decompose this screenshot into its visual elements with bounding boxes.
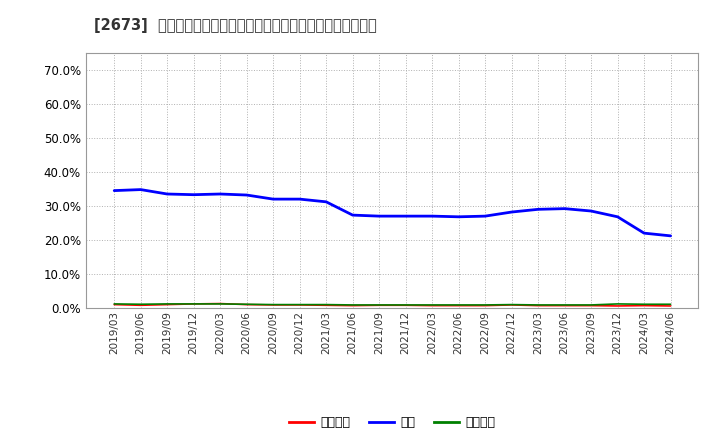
買入債務 <box>163 301 171 307</box>
買入債務 <box>613 301 622 307</box>
買入債務 <box>295 302 304 307</box>
買入債務 <box>560 302 569 308</box>
Line: 売上債権: 売上債権 <box>114 304 670 306</box>
売上債権 <box>322 303 330 308</box>
在庫 <box>136 187 145 192</box>
在庫 <box>295 197 304 202</box>
売上債権 <box>136 303 145 308</box>
Line: 買入債務: 買入債務 <box>114 304 670 305</box>
在庫 <box>375 213 384 219</box>
売上債権 <box>481 303 490 308</box>
買入債務 <box>454 302 463 308</box>
買入債務 <box>136 301 145 307</box>
売上債権 <box>428 303 436 308</box>
在庫 <box>189 192 198 197</box>
在庫 <box>613 214 622 220</box>
買入債務 <box>348 302 357 308</box>
Legend: 売上債権, 在庫, 買入債務: 売上債権, 在庫, 買入債務 <box>284 411 500 434</box>
売上債権 <box>110 302 119 307</box>
売上債権 <box>560 303 569 308</box>
在庫 <box>481 213 490 219</box>
在庫 <box>348 213 357 218</box>
売上債権 <box>375 303 384 308</box>
売上債権 <box>243 302 251 307</box>
在庫 <box>401 213 410 219</box>
買入債務 <box>375 302 384 308</box>
在庫 <box>216 191 225 197</box>
在庫 <box>243 192 251 198</box>
在庫 <box>666 233 675 238</box>
買入債務 <box>189 301 198 307</box>
在庫 <box>322 199 330 205</box>
売上債権 <box>401 303 410 308</box>
売上債権 <box>295 302 304 308</box>
買入債務 <box>481 302 490 308</box>
在庫 <box>110 188 119 193</box>
売上債権 <box>508 302 516 308</box>
売上債権 <box>189 301 198 307</box>
売上債権 <box>666 303 675 308</box>
在庫 <box>640 231 649 236</box>
売上債権 <box>348 303 357 308</box>
売上債権 <box>454 303 463 308</box>
売上債権 <box>587 303 595 308</box>
買入債務 <box>587 302 595 308</box>
売上債権 <box>640 303 649 308</box>
買入債務 <box>534 302 542 308</box>
在庫 <box>428 213 436 219</box>
在庫 <box>587 209 595 214</box>
Line: 在庫: 在庫 <box>114 190 670 236</box>
売上債権 <box>613 303 622 308</box>
在庫 <box>534 207 542 212</box>
売上債権 <box>269 302 277 308</box>
在庫 <box>269 197 277 202</box>
買入債務 <box>322 302 330 307</box>
在庫 <box>454 214 463 220</box>
売上債権 <box>163 302 171 307</box>
買入債務 <box>110 301 119 307</box>
在庫 <box>560 206 569 211</box>
買入債務 <box>269 302 277 307</box>
売上債権 <box>216 301 225 306</box>
Text: [2673]  売上債権、在庫、買入債務の総資産に対する比率の推移: [2673] 売上債権、在庫、買入債務の総資産に対する比率の推移 <box>94 18 377 33</box>
買入債務 <box>428 302 436 308</box>
買入債務 <box>640 301 649 307</box>
買入債務 <box>401 302 410 308</box>
買入債務 <box>508 302 516 307</box>
在庫 <box>508 209 516 215</box>
買入債務 <box>666 301 675 307</box>
在庫 <box>163 191 171 197</box>
売上債権 <box>534 303 542 308</box>
買入債務 <box>216 301 225 307</box>
買入債務 <box>243 301 251 307</box>
